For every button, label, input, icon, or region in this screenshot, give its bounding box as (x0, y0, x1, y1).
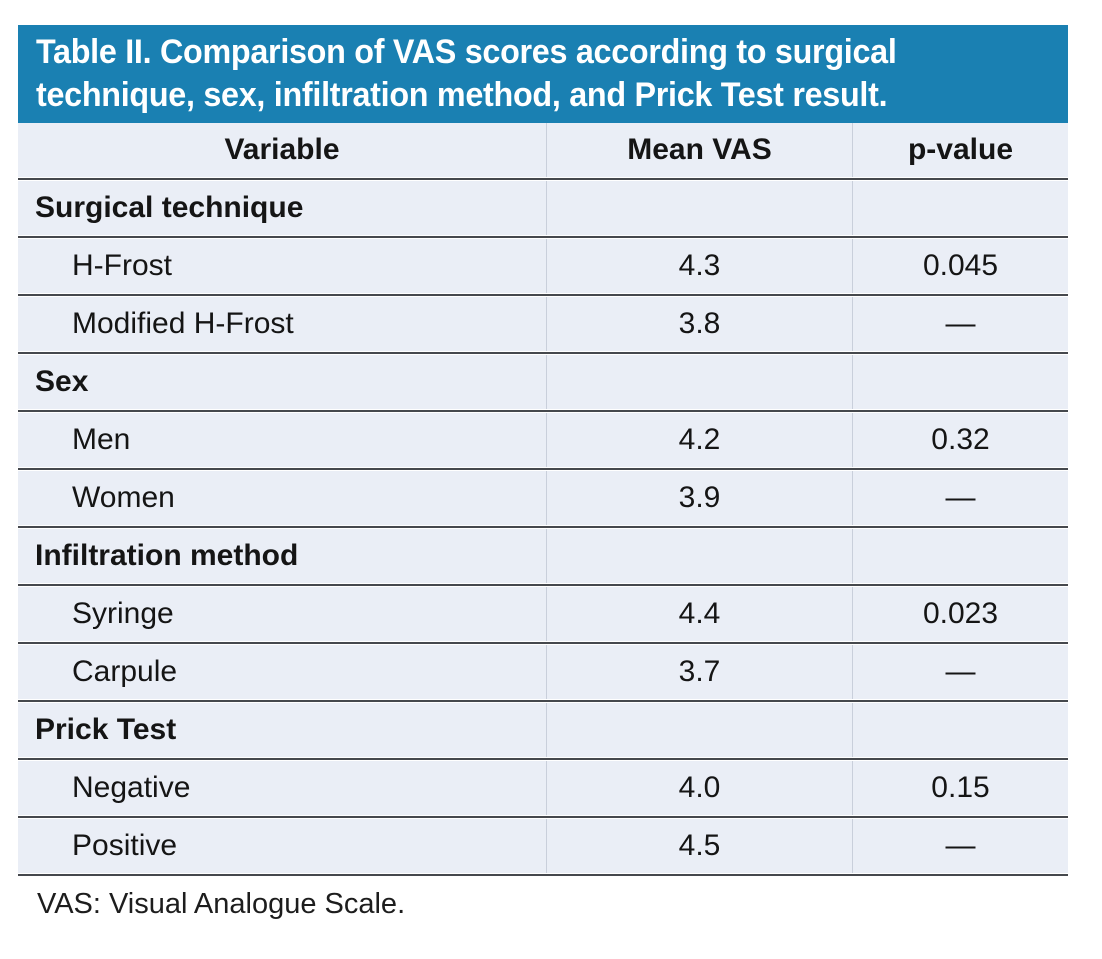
p-value: — (852, 645, 1068, 699)
empty-cell (546, 703, 852, 757)
p-value: — (852, 819, 1068, 873)
row-separator (18, 584, 1068, 586)
empty-cell (852, 181, 1068, 235)
row-separator (18, 236, 1068, 238)
row-label: Syringe (72, 597, 174, 630)
row-separator (18, 468, 1068, 470)
column-header-variable: Variable (224, 133, 340, 166)
empty-cell (852, 703, 1068, 757)
table-row-h-frost: H-Frost 4.3 0.045 (18, 239, 1068, 293)
empty-cell (546, 355, 852, 409)
row-separator (18, 352, 1068, 354)
row-label: Men (72, 423, 131, 456)
vas-comparison-table: Table II. Comparison of VAS scores accor… (18, 25, 1068, 920)
section-header-label: Surgical technique (35, 191, 304, 224)
section-header-row-infiltration-method: Infiltration method (18, 529, 1068, 583)
row-separator (18, 816, 1068, 818)
row-separator (18, 700, 1068, 702)
mean-vas-value: 4.4 (546, 587, 852, 641)
mean-vas-value: 4.0 (546, 761, 852, 815)
table-row-women: Women 3.9 — (18, 471, 1068, 525)
mean-vas-value: 3.9 (546, 471, 852, 525)
p-value: 0.15 (852, 761, 1068, 815)
row-label: Women (72, 481, 175, 514)
p-value: 0.045 (852, 239, 1068, 293)
table-title-banner: Table II. Comparison of VAS scores accor… (18, 25, 1068, 123)
row-separator (18, 294, 1068, 296)
section-header-row-prick-test: Prick Test (18, 703, 1068, 757)
empty-cell (852, 529, 1068, 583)
row-separator (18, 642, 1068, 644)
section-header-label: Sex (35, 365, 89, 398)
section-header-row-sex: Sex (18, 355, 1068, 409)
table-row-carpule: Carpule 3.7 — (18, 645, 1068, 699)
row-separator (18, 758, 1068, 760)
column-header-row: Variable Mean VAS p-value (18, 123, 1068, 177)
p-value: 0.32 (852, 413, 1068, 467)
section-header-label: Prick Test (35, 713, 177, 746)
p-value: 0.023 (852, 587, 1068, 641)
row-label: H-Frost (72, 249, 172, 282)
mean-vas-value: 4.5 (546, 819, 852, 873)
row-label: Positive (72, 829, 178, 862)
row-label: Negative (72, 771, 191, 804)
table-row-men: Men 4.2 0.32 (18, 413, 1068, 467)
table-title-line-2: technique, sex, infiltration method, and… (36, 76, 888, 114)
mean-vas-value: 3.7 (546, 645, 852, 699)
p-value: — (852, 297, 1068, 351)
column-header-p-value: p-value (852, 123, 1068, 177)
row-label: Carpule (72, 655, 178, 688)
row-separator (18, 526, 1068, 528)
row-label: Modified H-Frost (72, 307, 294, 340)
column-header-mean-vas: Mean VAS (546, 123, 852, 177)
empty-cell (546, 181, 852, 235)
row-separator (18, 410, 1068, 412)
table-row-syringe: Syringe 4.4 0.023 (18, 587, 1068, 641)
table-row-modified-h-frost: Modified H-Frost 3.8 — (18, 297, 1068, 351)
table-title-line-1: Table II. Comparison of VAS scores accor… (36, 33, 897, 71)
mean-vas-value: 4.3 (546, 239, 852, 293)
table-footnote: VAS: Visual Analogue Scale. (37, 888, 406, 920)
p-value: — (852, 471, 1068, 525)
section-header-row-surgical-technique: Surgical technique (18, 181, 1068, 235)
empty-cell (852, 355, 1068, 409)
mean-vas-value: 4.2 (546, 413, 852, 467)
row-separator (18, 178, 1068, 180)
mean-vas-value: 3.8 (546, 297, 852, 351)
section-header-label: Infiltration method (35, 539, 299, 572)
table-row-positive: Positive 4.5 — (18, 819, 1068, 873)
empty-cell (546, 529, 852, 583)
table-row-negative: Negative 4.0 0.15 (18, 761, 1068, 815)
row-separator (18, 874, 1068, 876)
